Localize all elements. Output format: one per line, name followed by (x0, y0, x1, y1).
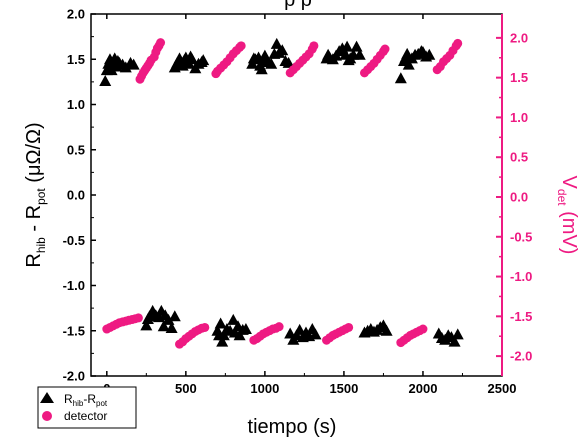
x-axis-title: tiempo (s) (248, 416, 337, 438)
detector-circle-point (274, 322, 284, 332)
marks-layer (99, 37, 464, 349)
y-left-sub1: hib (34, 237, 48, 253)
right-axis-line (501, 14, 503, 376)
y-right-tick-label: 0.0 (510, 189, 528, 204)
detector-circle-point (453, 38, 463, 48)
y-left-tick-label: 0.0 (67, 188, 85, 203)
rhib-triangle-point (186, 53, 199, 65)
y-right-tick-label: -2.0 (510, 349, 532, 364)
y-left-tick-label: -2.0 (63, 369, 85, 384)
y-right-tick-label: 1.5 (510, 70, 528, 85)
y-axis-right-title: Vdet (mV) (555, 176, 580, 255)
detector-circle-point (133, 313, 143, 323)
y-right-sub: det (555, 189, 569, 206)
legend-rhib-label: Rhib-Rpot (64, 392, 108, 408)
rhib-triangle-point (239, 322, 252, 334)
y-right-tick-label: -0.5 (510, 229, 532, 244)
y-right-tick-label: -1.5 (510, 309, 532, 324)
rhib-triangle-point (276, 44, 289, 56)
legend: Rhib-Rpot detector (37, 386, 137, 429)
rhib-triangle-point (217, 329, 230, 341)
y-right-tick-label: 0.5 (510, 150, 528, 165)
rhib-triangle-point (353, 48, 366, 60)
y-left-base: R (23, 253, 45, 267)
y-left-tick-label: -0.5 (63, 233, 85, 248)
y-right-unit: (mV) (558, 206, 580, 255)
y-left-tick-label: 0.5 (67, 142, 85, 157)
detector-circle-point (309, 41, 319, 51)
detector-circle-point (344, 322, 354, 332)
legend-triangle-marker (40, 392, 54, 403)
rhib-triangle-point (227, 313, 240, 325)
rhib-triangle-point (380, 324, 393, 336)
y-left-sub2: pot (34, 188, 48, 205)
rhib-triangle-point (140, 319, 153, 331)
legend-detector-label: detector (64, 409, 107, 423)
x-tick-label: 2500 (488, 381, 517, 396)
rhib-triangle-point (423, 48, 436, 60)
rhib-triangle-point (270, 37, 283, 49)
rhib-triangle-point (341, 40, 354, 52)
detector-circle-point (236, 41, 246, 51)
x-tick-label: 1500 (329, 381, 358, 396)
rhib-triangle-point (265, 57, 278, 69)
y-left-tick-label: 1.5 (67, 52, 85, 67)
y-left-tick-label: 1.0 (67, 97, 85, 112)
y-right-tick-label: 1.0 (510, 110, 528, 125)
rhib-triangle-point (197, 54, 210, 66)
rhib-triangle-point (451, 328, 464, 340)
y-left-tick-label: -1.5 (63, 323, 85, 338)
y-right-base: V (558, 176, 580, 190)
axis-ticks: -2.0-1.5-1.0-0.50.00.51.01.52.0050010001… (63, 7, 533, 397)
rhib-triangle-point (255, 63, 268, 75)
rhib-triangle-point (157, 320, 170, 332)
y-left-tick-label: 2.0 (67, 7, 85, 22)
legend-box (37, 386, 137, 429)
rhib-triangle-point (168, 310, 181, 322)
rhib-triangle-point (162, 313, 175, 325)
x-tick-label: 2000 (409, 381, 438, 396)
y-axis-left-title: Rhib - Rpot (μΩ/Ω) (23, 122, 48, 267)
rhib-triangle-point (127, 58, 140, 70)
chart-title-fragment: p p (284, 0, 312, 11)
rhib-triangle-point (282, 56, 295, 68)
x-tick-label: 500 (175, 381, 197, 396)
legend-circle-marker (42, 411, 52, 421)
rhib-triangle-point (448, 335, 461, 347)
y-left-unit: (μΩ/Ω) (23, 122, 45, 188)
rhib-triangle-point (402, 58, 415, 70)
detector-circle-point (418, 324, 428, 334)
rhib-triangle-point (165, 322, 178, 334)
rhib-triangle-point (350, 40, 363, 52)
detector-circle-point (156, 38, 166, 48)
rhib-triangle-point (394, 72, 407, 84)
detector-circle-point (380, 44, 390, 54)
rhib-triangle-point (214, 317, 227, 329)
y-right-tick-label: 2.0 (510, 30, 528, 45)
y-left-mid: - R (23, 205, 45, 237)
y-right-tick-label: -1.0 (510, 269, 532, 284)
rhib-triangle-point (309, 328, 322, 340)
detector-circle-point (200, 322, 210, 332)
rhib-triangle-point (216, 335, 229, 347)
rhib-triangle-point (99, 74, 112, 86)
y-left-tick-label: -1.0 (63, 278, 85, 293)
x-tick-label: 1000 (250, 381, 279, 396)
